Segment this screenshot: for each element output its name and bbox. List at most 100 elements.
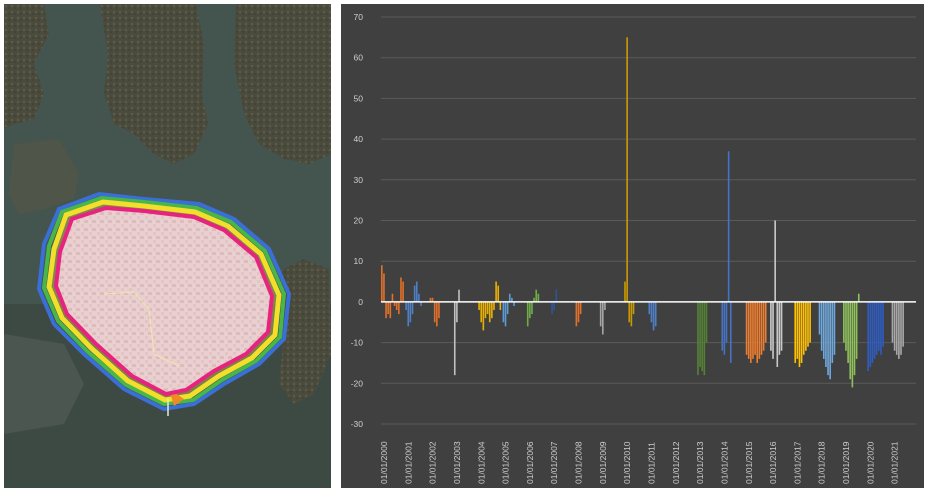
bar-2009 [599,301,602,327]
bar-2021 [900,301,902,355]
bar-2001 [420,301,422,306]
x-tick-label: 01/01/2006 [525,441,535,484]
bar-2020 [869,301,872,368]
bar-2018 [827,301,829,376]
bar-2010 [628,301,631,323]
bar-2017 [807,301,809,347]
bar-2020 [875,301,878,355]
x-tick-label: 01/01/2001 [403,441,413,484]
bar-2014 [723,301,726,355]
bar-2016 [776,301,779,368]
bar-2011 [648,301,651,315]
bar-2019 [849,301,852,380]
bar-2015 [760,301,763,355]
bar-2005 [506,301,509,315]
bar-2018 [831,301,834,363]
bar-2004 [488,301,491,323]
bar-2000 [385,301,387,319]
bar-2009 [601,301,604,335]
bar-2006 [535,289,538,302]
bar-2015 [754,301,756,355]
bar-2016 [772,301,774,359]
bar-2000 [391,293,394,302]
x-tick-label: 01/01/2018 [817,441,827,484]
y-tick-label: 0 [358,297,363,307]
y-tick-label: -10 [351,338,364,348]
bar-2011 [652,301,655,331]
bar-2006 [533,297,535,302]
bar-2016 [774,220,776,302]
bar-2017 [805,301,807,351]
bar-2000 [393,301,396,306]
bar-2003 [456,301,458,323]
bar-2010 [630,301,633,327]
y-tick-label: 40 [354,134,364,144]
bar-2010 [626,37,628,302]
bar-2015 [745,301,748,355]
bar-2002 [438,301,440,319]
bar-2005 [504,301,507,327]
bar-2006 [529,301,531,319]
x-tick-label: 01/01/2009 [598,441,608,484]
bar-2004 [497,285,500,302]
bar-2010 [632,301,635,315]
bar-2000 [402,281,404,302]
x-tick-label: 01/01/2017 [792,441,802,484]
island-cemetery [9,139,79,214]
bar-2021 [895,301,898,355]
bar-2000 [383,273,385,302]
y-tick-label: 70 [354,12,364,22]
bar-2019 [843,301,845,343]
bar-2005 [508,293,511,302]
bar-2014 [721,301,724,351]
bar-2014 [729,301,732,363]
buffer-green [41,195,287,407]
bar-2004 [478,301,480,311]
y-tick-label: 10 [354,256,364,266]
bar-2015 [752,301,754,359]
bar-2000 [381,265,383,302]
y-tick-label: 30 [354,175,364,185]
bar-2004 [484,301,487,319]
bar-2015 [756,301,759,363]
bar-2002 [431,297,434,302]
x-tick-label: 01/01/2014 [719,441,729,484]
bar-2017 [794,301,797,363]
bar-2004 [486,301,489,315]
bar-2004 [493,301,495,311]
bar-2017 [800,301,803,363]
bar-2020 [871,301,874,363]
bar-2010 [624,281,626,302]
y-tick-label: -20 [351,378,364,388]
bar-2001 [415,281,418,302]
bar-2018 [825,301,827,368]
island-north-center [100,4,208,164]
x-tick-label: 01/01/2011 [647,442,657,484]
bar-2007 [555,289,558,302]
y-tick-label: 50 [354,93,364,103]
x-tick-label: 01/01/2007 [549,441,559,484]
bar-2004 [482,301,485,331]
bar-2005 [511,297,513,302]
bar-2017 [802,301,805,355]
bar-2003 [458,289,460,302]
bar-2017 [796,301,799,359]
bar-2004 [491,301,493,319]
island-left [4,4,49,129]
bar-2015 [762,301,765,351]
bar-2004 [495,281,497,302]
x-tick-label: 01/01/2019 [841,441,851,484]
bar-2017 [809,301,811,343]
bar-2013 [699,301,701,368]
bar-2000 [387,301,389,315]
bar-2015 [764,301,767,343]
bar-2019 [851,301,854,388]
bar-2018 [820,301,823,351]
bar-2020 [867,301,869,372]
bar-2013 [701,301,704,372]
bar-2019 [847,301,849,363]
bar-2005 [502,301,505,323]
bar-2018 [818,301,821,335]
bar-2002 [436,301,438,327]
x-tick-label: 01/01/2000 [379,441,389,484]
